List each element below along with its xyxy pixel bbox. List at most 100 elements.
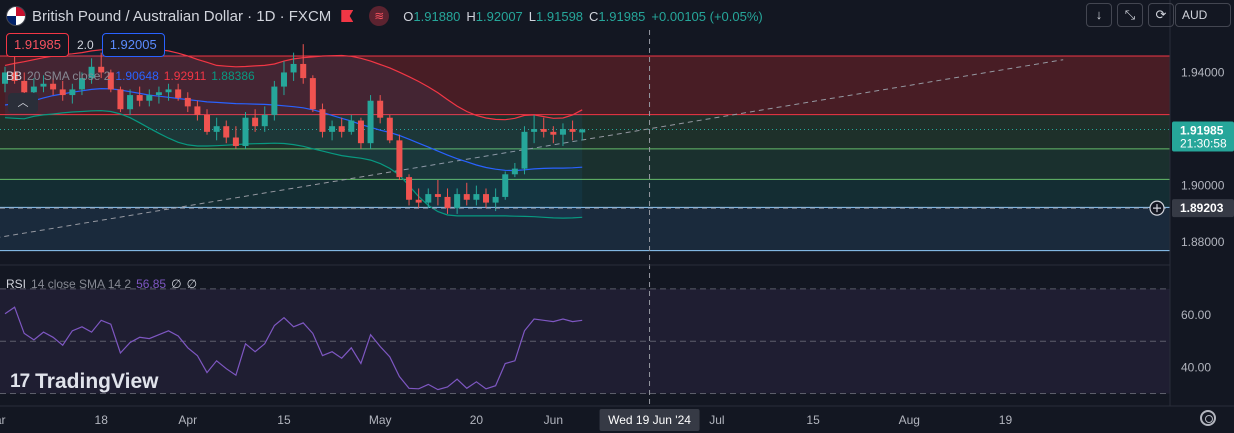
last-price-label-bg	[1172, 121, 1234, 152]
candle-42	[406, 174, 413, 206]
price-tick-0: 1.94000	[1181, 65, 1225, 79]
currency-selector[interactable]: AUD	[1175, 3, 1231, 27]
candle-14	[136, 86, 143, 107]
rsi-legend-extra-1: ∅	[171, 277, 182, 291]
symbol-title[interactable]: British Pound / Australian Dollar · 1D ·…	[32, 7, 332, 25]
rsi-legend-extra-2: ∅	[186, 277, 198, 291]
candle-body-58	[559, 129, 566, 135]
wave-icon[interactable]: ≋	[369, 6, 390, 26]
candle-15	[146, 89, 153, 107]
flag-icon[interactable]	[341, 10, 354, 22]
candle-43	[415, 188, 422, 209]
price-tick-2: 1.88000	[1181, 235, 1225, 249]
candle-60	[579, 128, 586, 141]
chart-toolbar: ↓ ⤡ ⟳	[1086, 3, 1174, 27]
candle-body-24	[232, 137, 239, 146]
candle-30	[290, 52, 297, 81]
tradingview-logo[interactable]: 17 TradingView	[10, 370, 158, 394]
candle-body-31	[300, 63, 307, 79]
sell-button[interactable]: 1.91985	[6, 33, 69, 57]
candle-body-34	[329, 126, 336, 132]
candle-body-36	[348, 120, 355, 132]
candle-body-35	[338, 126, 345, 132]
time-tick-10: 19	[999, 413, 1013, 427]
candle-body-22	[213, 126, 220, 132]
last-price-label: 1.91985	[1180, 123, 1224, 137]
buy-button[interactable]: 1.92005	[101, 33, 165, 57]
candle-45	[434, 179, 441, 206]
candle-57	[550, 126, 557, 144]
time-tick-0: ar	[0, 413, 6, 427]
crosshair-time-label-bg	[599, 409, 700, 431]
rsi-tick-1: 40.00	[1181, 360, 1211, 374]
candle-28	[271, 80, 278, 121]
candle-55	[531, 114, 538, 144]
candle-31	[300, 44, 307, 84]
candle-body-39	[377, 100, 384, 118]
fullscreen-button[interactable]: ⤡	[1117, 3, 1143, 27]
candle-44	[425, 188, 432, 209]
candle-body-18	[175, 89, 182, 98]
crosshair-price-label: 1.89203	[1180, 201, 1224, 215]
candle-body-17	[165, 89, 172, 93]
time-tick-7: Jul	[709, 413, 724, 427]
candle-body-13	[127, 95, 134, 110]
candle-body-4	[40, 83, 47, 87]
bb-legend-upper: 1.92911	[163, 69, 207, 83]
ohlc-close: C1.91985	[589, 8, 646, 24]
candle-body-51	[492, 196, 499, 203]
ohlc-low: L1.91598	[528, 8, 584, 24]
candle-body-60	[579, 129, 586, 133]
candle-body-8	[78, 78, 85, 90]
rsi-legend-value: 56.85	[136, 277, 167, 291]
bb-lower-line	[4, 109, 583, 219]
candle-body-38	[367, 100, 374, 144]
bb-legend-basis: 1.90648	[115, 69, 159, 83]
spread-value: 2.0	[77, 38, 94, 52]
scroll-down-button[interactable]: ↓	[1086, 3, 1112, 27]
bb-legend[interactable]: BB 20 SMA close 2 1.90648 1.92911 1.8838…	[6, 69, 255, 83]
candle-body-53	[511, 168, 518, 175]
settings-gear-icon[interactable]	[1200, 410, 1216, 426]
candle-48	[463, 182, 470, 206]
level-zone-4	[0, 207, 1170, 251]
candle-body-44	[425, 194, 432, 203]
candle-body-5	[50, 83, 57, 90]
candle-10	[98, 52, 105, 79]
candle-8	[78, 72, 85, 96]
candle-body-23	[223, 126, 230, 138]
rsi-legend-params: 14 close SMA 14 2	[31, 277, 132, 291]
candle-body-1	[11, 72, 18, 81]
candle-body-14	[136, 95, 143, 101]
candle-body-49	[473, 194, 480, 200]
candle-24	[232, 126, 239, 149]
candle-40	[386, 114, 393, 144]
candle-58	[559, 123, 566, 146]
time-tick-2: Apr	[178, 413, 197, 427]
rsi-legend[interactable]: RSI 14 close SMA 14 2 56.85 ∅ ∅	[6, 277, 197, 291]
rsi-legend-name: RSI	[6, 277, 27, 291]
candle-body-26	[252, 117, 259, 127]
candle-body-0	[2, 72, 8, 84]
collapse-legend-button[interactable]: ︿	[8, 93, 38, 113]
candle-5	[50, 78, 57, 96]
ohlc-values: O1.91880 H1.92007 L1.91598 C1.91985 +0.0…	[403, 9, 762, 24]
candle-21	[204, 109, 211, 135]
candle-23	[223, 120, 230, 144]
screenshot-button[interactable]: ⟳	[1148, 3, 1174, 27]
candle-body-20	[194, 106, 201, 115]
candle-body-9	[88, 66, 95, 79]
level-zone-2	[0, 148, 1170, 180]
candle-body-12	[117, 89, 124, 110]
tradingview-mark-icon: 17	[10, 371, 30, 392]
bb-legend-name: BB	[6, 69, 23, 83]
tradingview-wordmark: TradingView	[35, 370, 159, 393]
candle-7	[69, 83, 76, 104]
candle-body-40	[386, 117, 393, 141]
candle-25	[242, 112, 249, 149]
candle-body-42	[406, 177, 413, 200]
time-tick-3: 15	[277, 413, 291, 427]
candle-18	[175, 83, 182, 101]
